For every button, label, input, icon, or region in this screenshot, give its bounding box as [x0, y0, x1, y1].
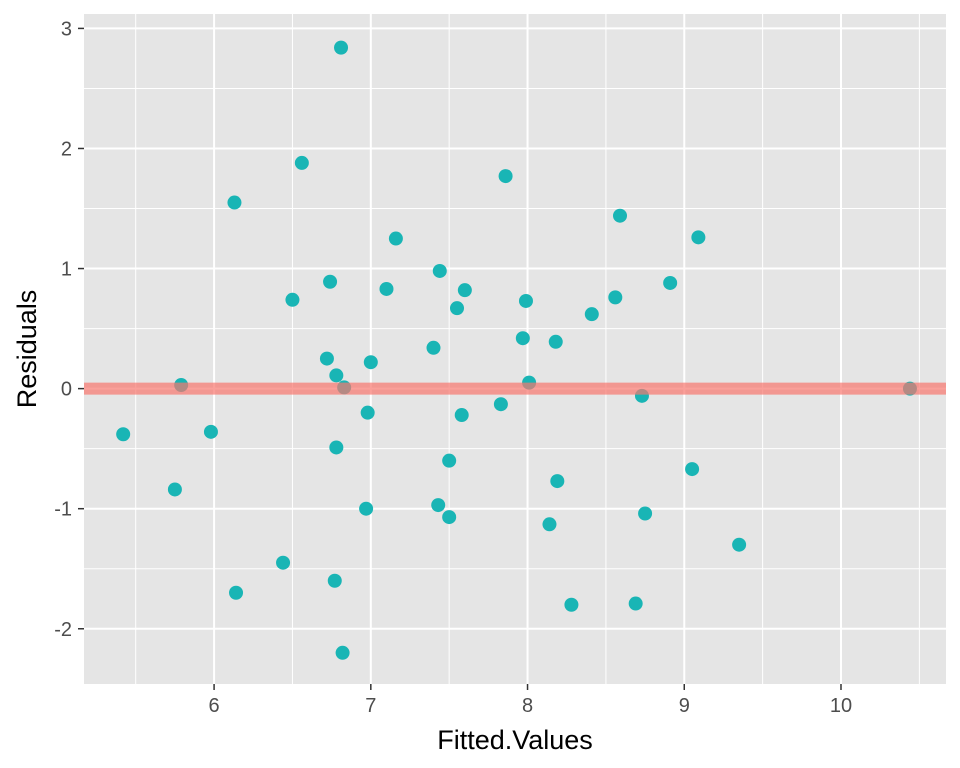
data-point [323, 274, 338, 289]
data-point [329, 368, 344, 383]
data-point [515, 331, 530, 346]
x-axis-ticks: 6 7 8 9 10 [209, 684, 852, 717]
data-point [638, 506, 653, 521]
data-point [334, 40, 349, 55]
data-point [457, 283, 472, 298]
data-point [663, 275, 678, 290]
y-tick-label: -2 [54, 619, 72, 641]
data-point [294, 155, 309, 170]
data-point [498, 169, 513, 184]
y-tick-label: 0 [61, 379, 72, 401]
data-point [327, 573, 342, 588]
y-tick-label: 1 [61, 259, 72, 281]
data-point [431, 498, 446, 513]
data-point [229, 585, 244, 600]
data-point [379, 281, 394, 296]
data-point [732, 537, 747, 552]
data-point [548, 334, 563, 349]
y-tick-label: 2 [61, 138, 72, 160]
data-point [442, 510, 457, 525]
y-tick-label: 3 [61, 18, 72, 40]
data-point [542, 517, 557, 532]
data-point [335, 645, 350, 660]
data-point [329, 440, 344, 455]
data-point [432, 263, 447, 278]
x-tick-label: 7 [365, 695, 376, 717]
data-point [691, 230, 706, 245]
data-point [608, 290, 623, 305]
data-point [203, 424, 218, 439]
data-point [116, 427, 131, 442]
data-point [564, 597, 579, 612]
x-tick-label: 9 [679, 695, 690, 717]
data-point [442, 453, 457, 468]
x-tick-label: 8 [522, 695, 533, 717]
data-point [167, 482, 182, 497]
y-tick-label: -1 [54, 499, 72, 521]
data-point [613, 208, 628, 223]
data-point [584, 307, 599, 322]
data-point [359, 501, 374, 516]
data-point [550, 474, 565, 489]
data-point [388, 231, 403, 246]
data-point [685, 462, 700, 477]
data-point [285, 292, 300, 307]
data-point [450, 301, 465, 316]
panel-background [84, 14, 946, 684]
data-point [493, 397, 508, 412]
y-axis-title: Residuals [12, 290, 42, 409]
data-point [628, 596, 643, 611]
minor-gridlines [84, 14, 946, 684]
y-axis-ticks: -2 -1 0 1 2 3 [54, 18, 84, 641]
x-tick-label: 10 [830, 695, 852, 717]
data-point [363, 355, 378, 370]
data-point [319, 351, 334, 366]
data-point [227, 195, 242, 210]
data-point [360, 405, 375, 420]
x-tick-label: 6 [209, 695, 220, 717]
x-axis-title: Fitted.Values [437, 725, 593, 755]
data-point [518, 293, 533, 308]
data-point [276, 555, 291, 570]
data-points [116, 40, 917, 660]
data-point [454, 408, 469, 423]
data-point [426, 340, 441, 355]
